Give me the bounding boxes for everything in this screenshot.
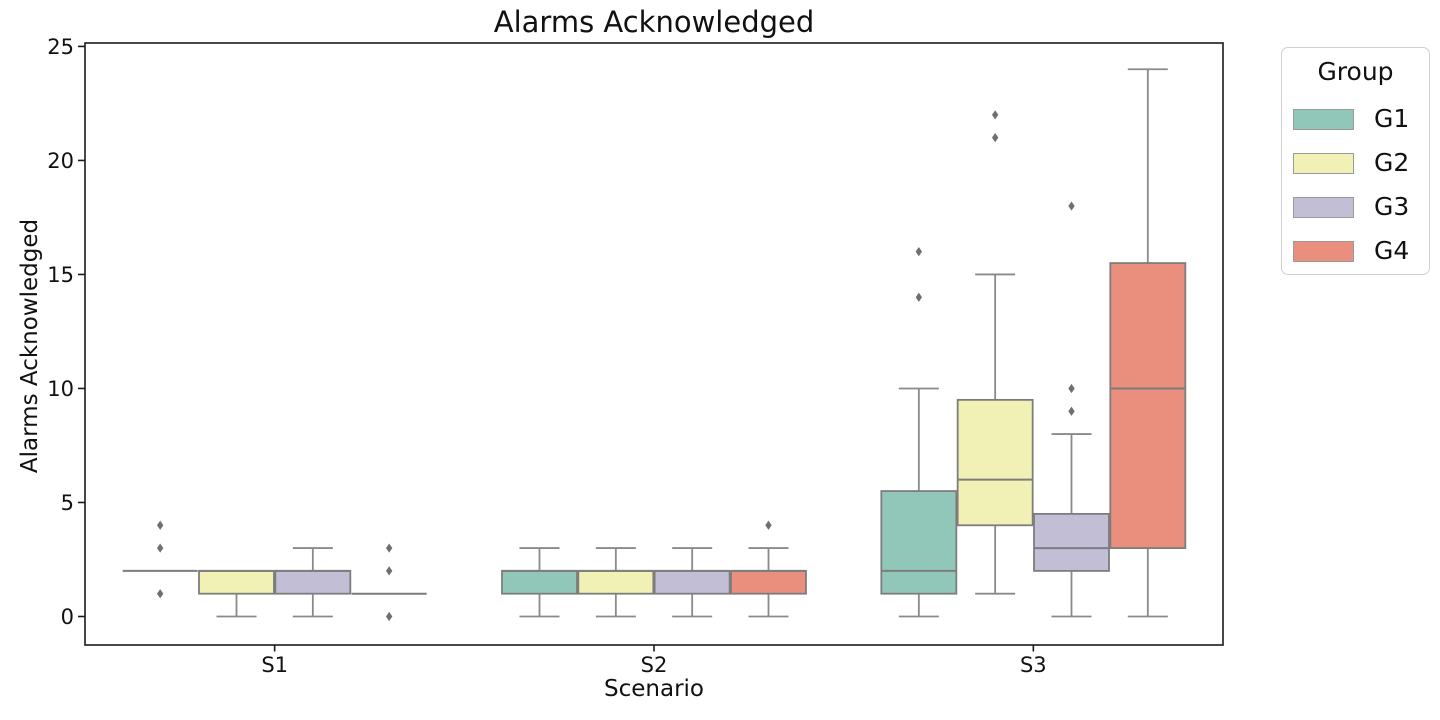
box-g2-s2 [577,569,655,595]
x-tick-label-s2: S2 [641,653,668,677]
x-tick-label-s3: S3 [1020,653,1047,677]
box-g4-s3 [1109,262,1187,549]
legend-title: Group [1317,57,1394,86]
box-g3-s2 [653,569,731,595]
flier-g3-s3-10 [1068,383,1075,394]
flier-g4-s1-0 [385,611,393,622]
y-axis-label: Alarms Acknowledged [17,218,43,474]
flier-g1-s1-4 [156,520,164,530]
flier-g4-s1-2 [385,566,393,576]
y-tick-label-25: 25 [47,35,74,59]
legend-item-g2: G2 [1293,148,1429,177]
legend-swatch-g2-icon [1293,152,1354,174]
flier-g1-s1-1 [156,589,164,599]
flier-g3-s3-18 [1068,201,1075,211]
flier-g2-s3-22 [991,110,999,120]
flier-g1-s1-3 [156,543,164,553]
y-tick-label-15: 15 [47,263,74,287]
y-tick-label-5: 5 [61,491,74,515]
legend-swatch-g3-icon [1293,196,1354,218]
box-g3-s1 [274,569,352,595]
legend-label-g1: G1 [1374,104,1410,133]
legend-item-g4: G4 [1293,236,1429,265]
box-g1-s2 [501,569,578,595]
flier-g1-s3-16 [915,247,923,257]
box-g1-s3 [880,490,958,595]
legend-label-g2: G2 [1374,148,1410,177]
legend-item-g1: G1 [1293,104,1429,133]
box-g3-s3 [1033,512,1110,572]
box-g4-s2 [730,569,807,595]
chart-title: Alarms Acknowledged [493,5,815,39]
flier-g1-s3-14 [915,292,923,302]
x-axis-label: Scenario [604,676,704,702]
x-tick-label-s1: S1 [261,653,288,677]
box-g2-s1 [198,569,275,595]
box-g2-s3 [956,398,1034,527]
flier-g2-s3-21 [991,133,999,143]
y-tick-label-0: 0 [61,605,74,629]
flier-g3-s3-9 [1068,406,1075,416]
y-tick-label-10: 10 [47,377,74,401]
legend-item-g3: G3 [1293,192,1429,221]
legend-swatch-g4-icon [1293,240,1354,262]
y-tick-label-20: 20 [47,149,74,173]
legend-swatch-g1-icon [1293,108,1354,130]
flier-g4-s1-3 [385,543,393,553]
flier-g4-s2-4 [765,520,772,530]
legend: Group G1 G2 G3 G4 [1281,47,1430,275]
legend-label-g3: G3 [1374,192,1410,221]
legend-label-g4: G4 [1374,236,1410,265]
